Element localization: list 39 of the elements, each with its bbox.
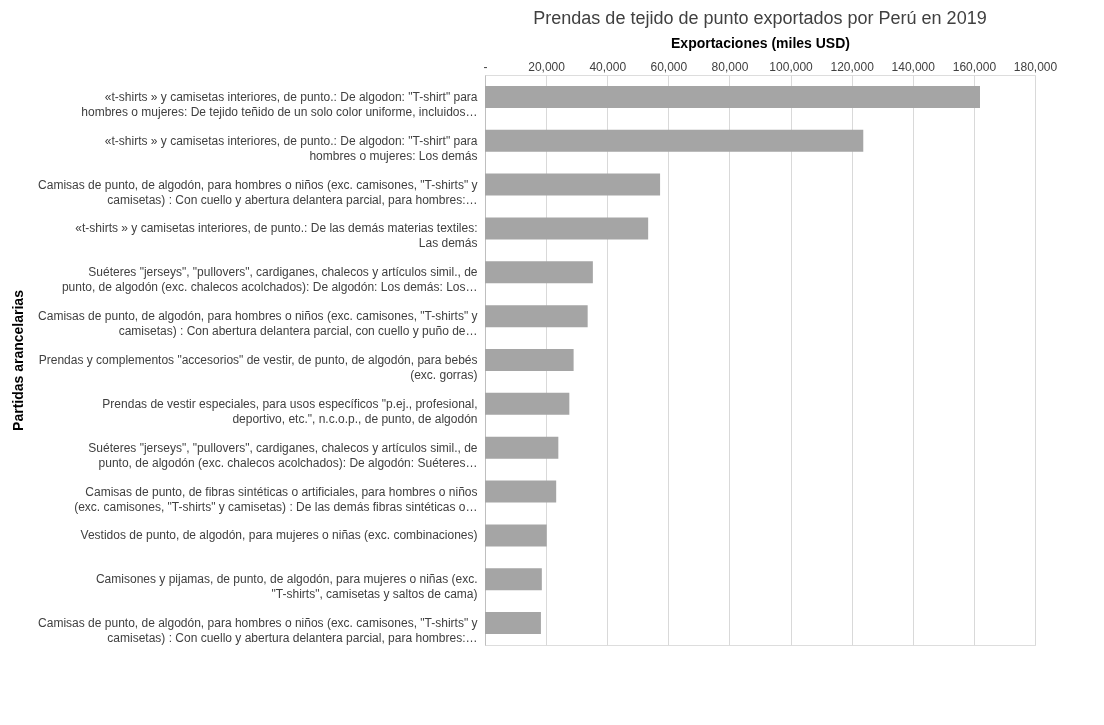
x-tick-label: 40,000 [589,59,627,74]
y-tick-label: «t-shirts » y camisetas interiores, de punto.: De algodon: "T-shirt" para hombres o mujeres: De tejido teñido de un solo color uniforme, incluidos… [81,89,478,119]
x-tick-label: 140,000 [891,59,936,74]
bar [485,217,649,240]
y-axis-title: Partidas arancelarias [9,289,26,431]
bar [485,392,570,415]
y-tick-label: «t-shirts » y camisetas interiores, de punto.: De algodon: "T-shirt" para hombres o mujeres: Los demás [104,133,478,163]
x-tick-label: 160,000 [952,59,997,74]
bar [485,85,980,108]
bar [485,129,864,152]
bar [485,612,541,635]
y-tick-label: Camisas de punto, de algodón, para hombres o niños (exc. camisones, "T-shirts" y camisetas) : Con cuello y abertura delantera parcial, para hombres:… [38,177,478,207]
bar [485,305,588,328]
x-tick-label: - [483,59,488,74]
y-tick-label: Camisas de punto, de algodón, para hombres o niños (exc. camisones, "T-shirts" y camisetas) : Con abertura delantera parcial, con cuello y puño de… [38,309,478,339]
bar [485,261,593,284]
y-tick-label: Suéteres "jerseys", "pullovers", cardiganes, chalecos y artículos simil., de punto, de algodón (exc. chalecos acolchados): De algodón: Los demás: Los… [61,265,478,295]
y-tick-label: Camisas de punto, de algodón, para hombres o niños (exc. camisones, "T-shirts" y camisetas) : Con cuello y abertura delantera parcial, para hombres:… [38,616,478,646]
x-tick-label: 180,000 [1013,59,1058,74]
bar [485,349,574,371]
bar [485,568,542,591]
bar [485,436,559,459]
x-tick-label: 20,000 [528,59,566,74]
bar [485,480,557,503]
x-tick-label: 80,000 [711,59,749,74]
chart-title: Prendas de tejido de punto exportados por Perú en 2019 [533,8,987,28]
y-tick-label: Suéteres "jerseys", "pullovers", cardiganes, chalecos y artículos simil., de punto, de algodón (exc. chalecos acolchados): De algodón: Suéteres… [88,440,478,470]
y-tick-label: Camisones y pijamas, de punto, de algodón, para mujeres o niñas (exc. "T-shirts", camisetas y saltos de cama) [95,572,478,602]
x-axis-title: Exportaciones (miles USD) [671,34,850,51]
y-tick-label: Prendas y complementos "accesorios" de vestir, de punto, de algodón, para bebés (exc. gorras) [38,353,478,382]
y-tick-label: «t-shirts » y camisetas interiores, de punto.: De las demás materias textiles: Las demás [75,221,478,251]
y-tick-label: Camisas de punto, de fibras sintéticas o artificiales, para hombres o niños (exc. camisones, "T-shirts" y camisetas) : De las demás fibras sintéticas o… [74,484,478,514]
y-tick-label: Prendas de vestir especiales, para usos específicos "p.ej., profesional, deportivo, etc.", n.c.o.p., de punto, de algodón [102,396,478,426]
bar [485,524,547,547]
bar [485,173,661,196]
x-tick-label: 100,000 [769,59,814,74]
x-tick-label: 60,000 [650,59,688,74]
y-tick-label: Vestidos de punto, de algodón, para mujeres o niñas (exc. combinaciones) [80,528,478,543]
x-tick-label: 120,000 [830,59,875,74]
